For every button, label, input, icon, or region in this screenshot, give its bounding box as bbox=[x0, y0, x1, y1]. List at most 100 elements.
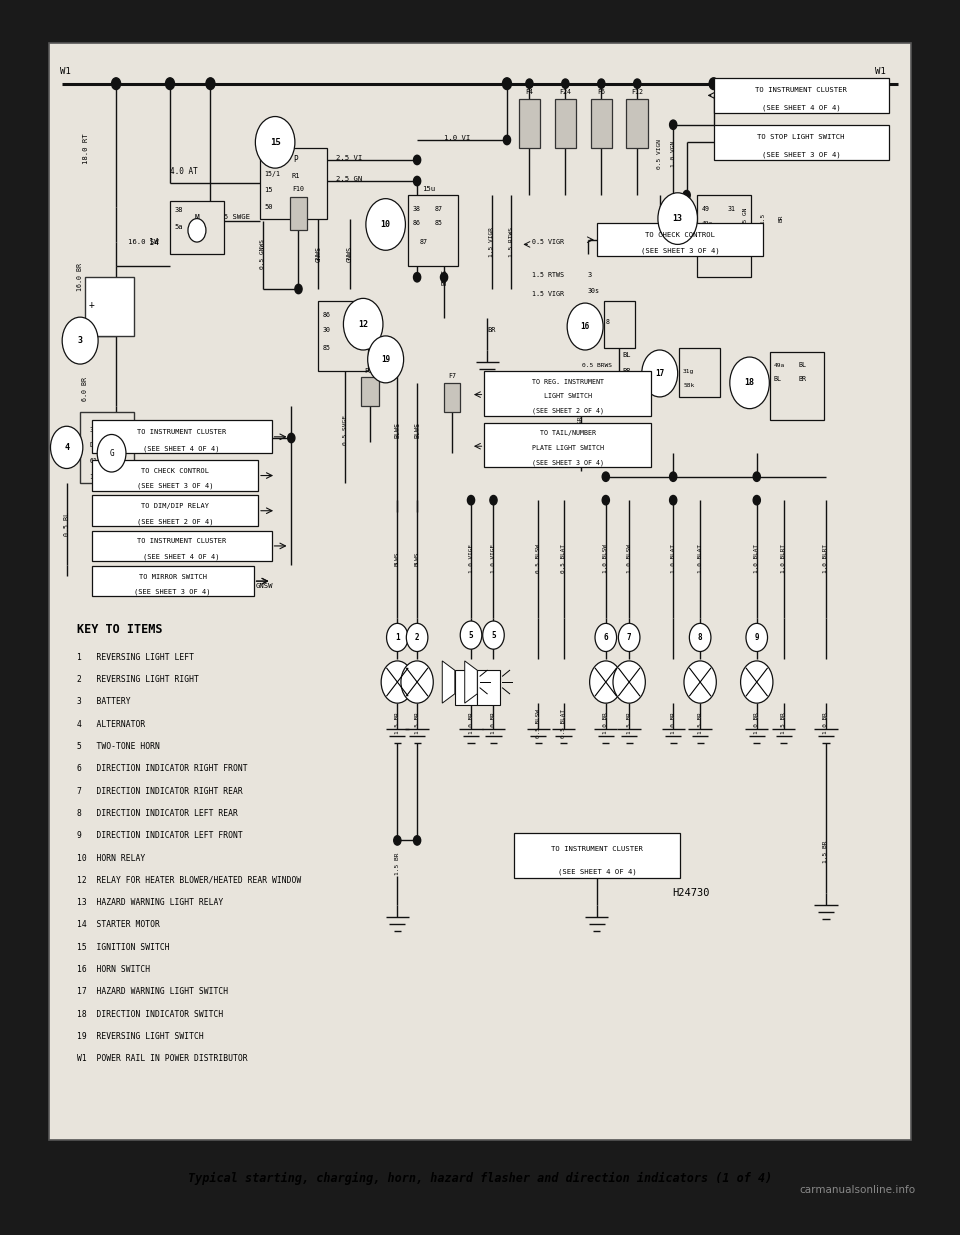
Text: 1.5 RTWS: 1.5 RTWS bbox=[509, 227, 514, 257]
Text: 16.0 SW: 16.0 SW bbox=[128, 240, 158, 245]
Text: (SEE SHEET 3 OF 4): (SEE SHEET 3 OF 4) bbox=[532, 459, 604, 466]
Circle shape bbox=[387, 624, 408, 652]
FancyBboxPatch shape bbox=[92, 420, 272, 453]
Text: 5: 5 bbox=[492, 631, 495, 640]
Circle shape bbox=[503, 79, 511, 89]
Text: (SEE SHEET 3 OF 4): (SEE SHEET 3 OF 4) bbox=[640, 248, 719, 254]
Text: 31g: 31g bbox=[684, 368, 694, 374]
Text: GNWS: GNWS bbox=[315, 246, 322, 262]
Circle shape bbox=[490, 495, 497, 505]
Text: 30s: 30s bbox=[588, 288, 600, 294]
Text: 1.0 BLSW: 1.0 BLSW bbox=[627, 545, 632, 573]
Text: 3: 3 bbox=[588, 272, 592, 278]
Text: 49: 49 bbox=[622, 321, 631, 327]
Text: 1.0 BLAT: 1.0 BLAT bbox=[698, 545, 703, 573]
Text: 0.5 BLAT: 0.5 BLAT bbox=[561, 709, 566, 737]
Text: 17  HAZARD WARNING LIGHT SWITCH: 17 HAZARD WARNING LIGHT SWITCH bbox=[78, 987, 228, 997]
Text: 16.0 BR: 16.0 BR bbox=[77, 263, 84, 291]
Text: (SEE SHEET 3 OF 4): (SEE SHEET 3 OF 4) bbox=[762, 152, 841, 158]
Text: TO INSTRUMENT CLUSTER: TO INSTRUMENT CLUSTER bbox=[551, 846, 643, 852]
Circle shape bbox=[709, 78, 718, 90]
Text: 38: 38 bbox=[413, 206, 420, 212]
Text: 86: 86 bbox=[413, 220, 420, 226]
Text: 0.5 BL: 0.5 BL bbox=[63, 511, 70, 536]
Circle shape bbox=[62, 317, 98, 364]
Text: (SEE SHEET 4 OF 4): (SEE SHEET 4 OF 4) bbox=[143, 445, 220, 452]
FancyBboxPatch shape bbox=[84, 278, 134, 336]
Text: BL: BL bbox=[799, 362, 807, 368]
Text: PLATE LIGHT SWITCH: PLATE LIGHT SWITCH bbox=[532, 445, 604, 451]
Text: 10  HORN RELAY: 10 HORN RELAY bbox=[78, 853, 146, 862]
Text: 4   ALTERNATOR: 4 ALTERNATOR bbox=[78, 720, 146, 729]
FancyBboxPatch shape bbox=[319, 301, 368, 372]
Text: 1.5 VIGR: 1.5 VIGR bbox=[490, 227, 494, 257]
FancyBboxPatch shape bbox=[770, 352, 824, 420]
Text: 6.0 BR: 6.0 BR bbox=[82, 377, 87, 400]
Text: BLWS: BLWS bbox=[395, 422, 400, 437]
FancyBboxPatch shape bbox=[518, 99, 540, 148]
Text: 1.0 BLRT: 1.0 BLRT bbox=[824, 545, 828, 573]
Text: 13  HAZARD WARNING LIGHT RELAY: 13 HAZARD WARNING LIGHT RELAY bbox=[78, 898, 224, 906]
Text: 1.0 VGN: 1.0 VGN bbox=[671, 141, 676, 167]
Text: TO INSTRUMENT CLUSTER: TO INSTRUMENT CLUSTER bbox=[137, 538, 227, 545]
Text: BR: BR bbox=[779, 215, 783, 222]
Text: BL: BL bbox=[774, 377, 781, 383]
Circle shape bbox=[684, 190, 690, 200]
Text: 50: 50 bbox=[264, 204, 273, 210]
Circle shape bbox=[368, 336, 403, 383]
Text: 2.5 VI: 2.5 VI bbox=[336, 154, 363, 161]
Text: 1.0 BR: 1.0 BR bbox=[755, 713, 759, 734]
Text: carmanualsonline.info: carmanualsonline.info bbox=[800, 1184, 916, 1194]
Text: 2.5 SWGE: 2.5 SWGE bbox=[215, 215, 250, 220]
Circle shape bbox=[414, 273, 420, 282]
Text: 1   REVERSING LIGHT LEFT: 1 REVERSING LIGHT LEFT bbox=[78, 653, 195, 662]
Text: 15: 15 bbox=[270, 138, 280, 147]
Text: 0.5 BLAT: 0.5 BLAT bbox=[561, 545, 566, 573]
Text: 4.0 AT: 4.0 AT bbox=[170, 167, 198, 177]
Text: BLWS: BLWS bbox=[395, 552, 399, 566]
Circle shape bbox=[111, 78, 121, 90]
Text: 1.0 VIGE: 1.0 VIGE bbox=[468, 545, 473, 573]
Text: 1.0 BLAT: 1.0 BLAT bbox=[755, 545, 759, 573]
Text: 1.5 BR: 1.5 BR bbox=[395, 713, 399, 734]
Text: 1.5: 1.5 bbox=[760, 212, 765, 225]
Text: 1.0 BR: 1.0 BR bbox=[671, 713, 676, 734]
Text: 10: 10 bbox=[381, 220, 391, 228]
Text: D+: D+ bbox=[89, 442, 97, 448]
Text: TO MIRROR SWITCH: TO MIRROR SWITCH bbox=[138, 573, 206, 579]
Text: 87: 87 bbox=[346, 327, 353, 333]
Text: KEY TO ITEMS: KEY TO ITEMS bbox=[78, 622, 163, 636]
Text: R: R bbox=[588, 308, 592, 314]
Text: F6: F6 bbox=[597, 89, 606, 95]
Circle shape bbox=[401, 661, 433, 703]
Text: 15: 15 bbox=[89, 474, 97, 479]
Text: 3   BATTERY: 3 BATTERY bbox=[78, 698, 132, 706]
Text: 49a: 49a bbox=[702, 221, 713, 226]
Circle shape bbox=[206, 78, 215, 90]
Text: 2   REVERSING LIGHT RIGHT: 2 REVERSING LIGHT RIGHT bbox=[78, 676, 200, 684]
Circle shape bbox=[483, 621, 504, 650]
Text: 1.5 RTWS: 1.5 RTWS bbox=[532, 272, 564, 278]
Text: 8: 8 bbox=[606, 319, 610, 325]
Text: TO CHECK CONTROL: TO CHECK CONTROL bbox=[645, 232, 715, 238]
Text: TO STOP LIGHT SWITCH: TO STOP LIGHT SWITCH bbox=[757, 135, 845, 140]
Text: 1.0 BR: 1.0 BR bbox=[603, 713, 609, 734]
Text: 1.5 GN: 1.5 GN bbox=[743, 207, 748, 230]
Text: F19: F19 bbox=[365, 368, 376, 374]
Text: M: M bbox=[195, 214, 200, 224]
Text: 61: 61 bbox=[89, 458, 97, 464]
Text: 1.0 BLAT: 1.0 BLAT bbox=[671, 545, 676, 573]
Text: 1.0 BR: 1.0 BR bbox=[468, 713, 473, 734]
Text: TO TAIL/NUMBER: TO TAIL/NUMBER bbox=[540, 430, 595, 436]
FancyBboxPatch shape bbox=[408, 195, 458, 266]
Text: 5a: 5a bbox=[175, 224, 183, 230]
Text: LIGHT SWITCH: LIGHT SWITCH bbox=[543, 394, 591, 399]
Text: 0.5 GNWS: 0.5 GNWS bbox=[260, 238, 265, 269]
Text: 0.5 BRWS: 0.5 BRWS bbox=[583, 363, 612, 368]
Circle shape bbox=[344, 299, 383, 350]
Text: 30: 30 bbox=[89, 427, 97, 432]
Text: 0.5 VIGR: 0.5 VIGR bbox=[532, 240, 564, 245]
FancyBboxPatch shape bbox=[49, 42, 911, 1140]
Text: 1.5 BR: 1.5 BR bbox=[415, 713, 420, 734]
Circle shape bbox=[684, 661, 716, 703]
